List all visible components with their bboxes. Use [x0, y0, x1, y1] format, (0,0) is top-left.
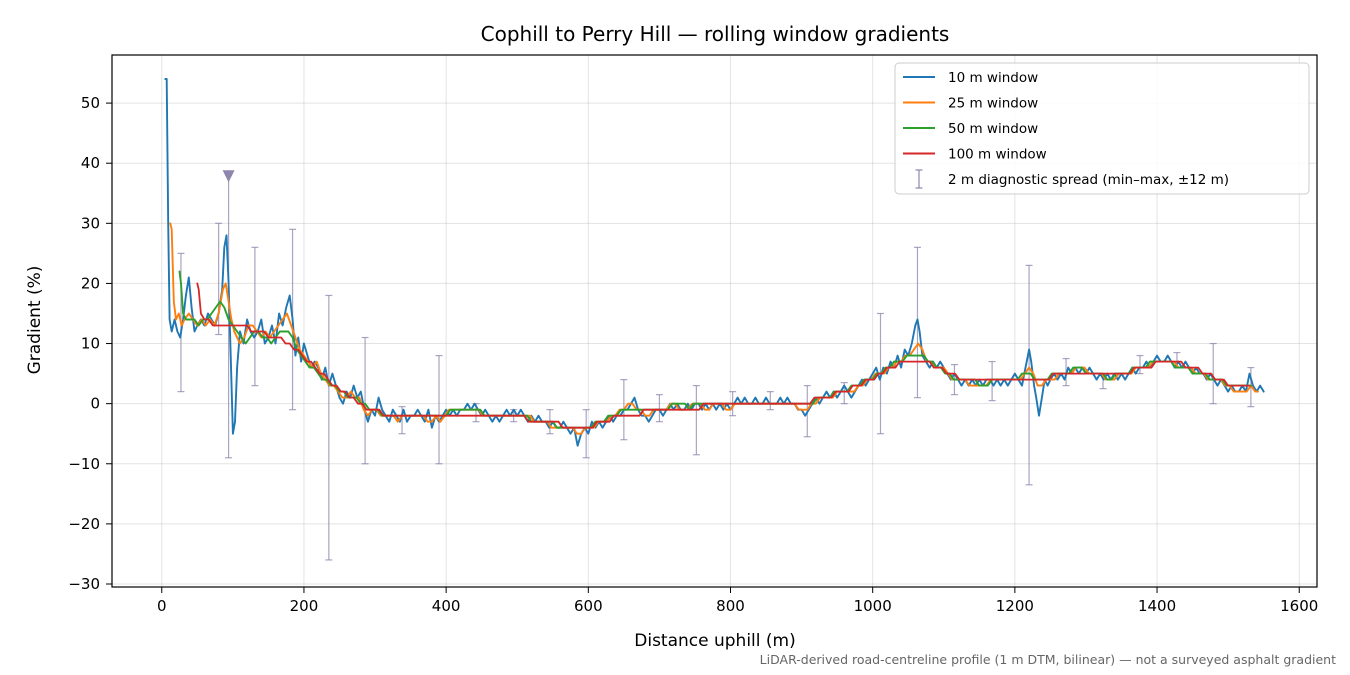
legend-label: 25 m window: [948, 96, 1038, 112]
legend-label: 100 m window: [948, 147, 1047, 163]
y-axis-label: Gradient (%): [25, 266, 45, 375]
series-line: [169, 222, 1259, 435]
x-tick-label: 800: [716, 597, 745, 615]
spread-bar: [222, 170, 235, 459]
axes: 0 200 400 600 800 1000 1200 1400 1600 −30 −20 −10 0 1…: [68, 54, 1318, 615]
legend-label: 2 m diagnostic spread (min–max, ±12 m): [948, 172, 1229, 188]
x-tick-label: 1600: [1280, 597, 1318, 615]
chart-title: Cophill to Perry Hill — rolling window g…: [481, 22, 950, 46]
y-tick-label: −20: [68, 515, 100, 533]
x-tick-label: 1200: [996, 597, 1034, 615]
x-tick-label: 1000: [854, 597, 892, 615]
series-line: [196, 282, 1251, 429]
y-tick-label: 20: [81, 274, 100, 292]
spread-bar: [361, 336, 369, 465]
x-axis-label: Distance uphill (m): [634, 631, 795, 651]
x-tick-label: 200: [290, 597, 319, 615]
spread-bar: [766, 391, 774, 411]
spread-bar: [582, 409, 590, 459]
x-tick-label: 0: [157, 597, 167, 615]
data-layer: [164, 78, 1265, 561]
legend: 10 m window 25 m window 50 m window 100 m w…: [894, 62, 1310, 195]
spread-bar: [435, 354, 443, 465]
y-tick-label: 50: [81, 94, 100, 112]
spread-clip-marker: [222, 170, 235, 183]
spread-bar: [1136, 354, 1144, 375]
legend-label: 10 m window: [948, 70, 1038, 86]
y-tick-label: 0: [90, 395, 100, 413]
plot-frame: [111, 54, 1318, 588]
spread-bar: [1209, 342, 1217, 405]
x-tick-label: 400: [432, 597, 461, 615]
y-tick-label: 40: [81, 154, 100, 172]
x-tick-label: 1400: [1138, 597, 1176, 615]
legend-label: 50 m window: [948, 121, 1038, 137]
x-tick-label: 600: [574, 597, 603, 615]
legend-box: [894, 62, 1310, 195]
y-tick-label: 10: [81, 335, 100, 353]
y-tick-label: −10: [68, 455, 100, 473]
spread-bar: [1025, 264, 1033, 486]
spread-bar: [655, 394, 663, 423]
spread-bar: [692, 385, 700, 456]
footnote: LiDAR-derived road-centreline profile (1…: [760, 652, 1336, 667]
y-tick-label: −30: [68, 575, 100, 593]
spread-bar: [398, 406, 406, 435]
spread-bar: [325, 294, 333, 561]
spread-bar: [251, 246, 259, 387]
y-tick-label: 30: [81, 214, 100, 232]
